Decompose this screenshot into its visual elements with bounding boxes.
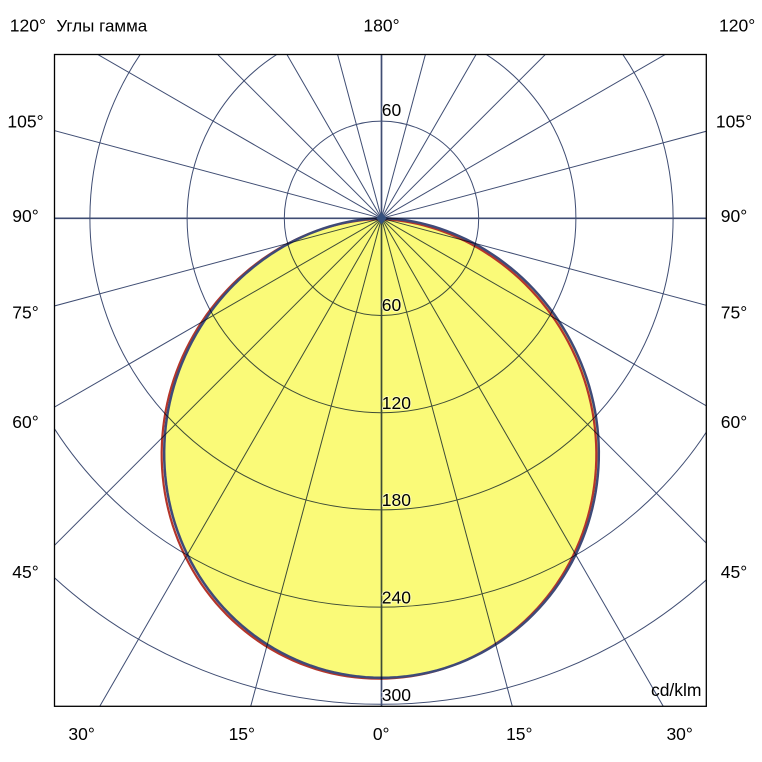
svg-text:90°: 90°	[12, 206, 38, 226]
svg-text:75°: 75°	[12, 303, 38, 323]
svg-text:105°: 105°	[7, 111, 43, 131]
svg-text:240: 240	[382, 587, 411, 607]
svg-text:15°: 15°	[229, 724, 255, 744]
svg-text:75°: 75°	[721, 303, 747, 323]
svg-text:180°: 180°	[363, 15, 399, 35]
svg-text:120: 120	[382, 393, 411, 413]
svg-text:105°: 105°	[716, 111, 752, 131]
svg-text:cd/klm: cd/klm	[651, 680, 702, 700]
svg-text:180: 180	[382, 490, 411, 510]
svg-text:120°: 120°	[719, 15, 755, 35]
svg-text:300: 300	[382, 685, 411, 705]
svg-text:15°: 15°	[506, 724, 532, 744]
svg-text:30°: 30°	[68, 724, 94, 744]
svg-text:90°: 90°	[721, 206, 747, 226]
svg-text:60: 60	[382, 100, 402, 120]
svg-text:60: 60	[382, 295, 402, 315]
svg-text:30°: 30°	[666, 724, 692, 744]
svg-text:45°: 45°	[12, 562, 38, 582]
svg-text:60°: 60°	[12, 412, 38, 432]
svg-text:60: 60	[382, 295, 402, 315]
svg-text:120°: 120°	[10, 15, 46, 35]
svg-text:0°: 0°	[373, 724, 390, 744]
svg-text:300: 300	[382, 685, 411, 705]
svg-text:240: 240	[382, 587, 411, 607]
svg-text:60°: 60°	[721, 412, 747, 432]
svg-text:180: 180	[382, 490, 411, 510]
svg-text:45°: 45°	[721, 562, 747, 582]
svg-text:60: 60	[382, 100, 402, 120]
svg-text:120: 120	[382, 393, 411, 413]
svg-text:Углы гамма: Углы гамма	[56, 16, 147, 35]
